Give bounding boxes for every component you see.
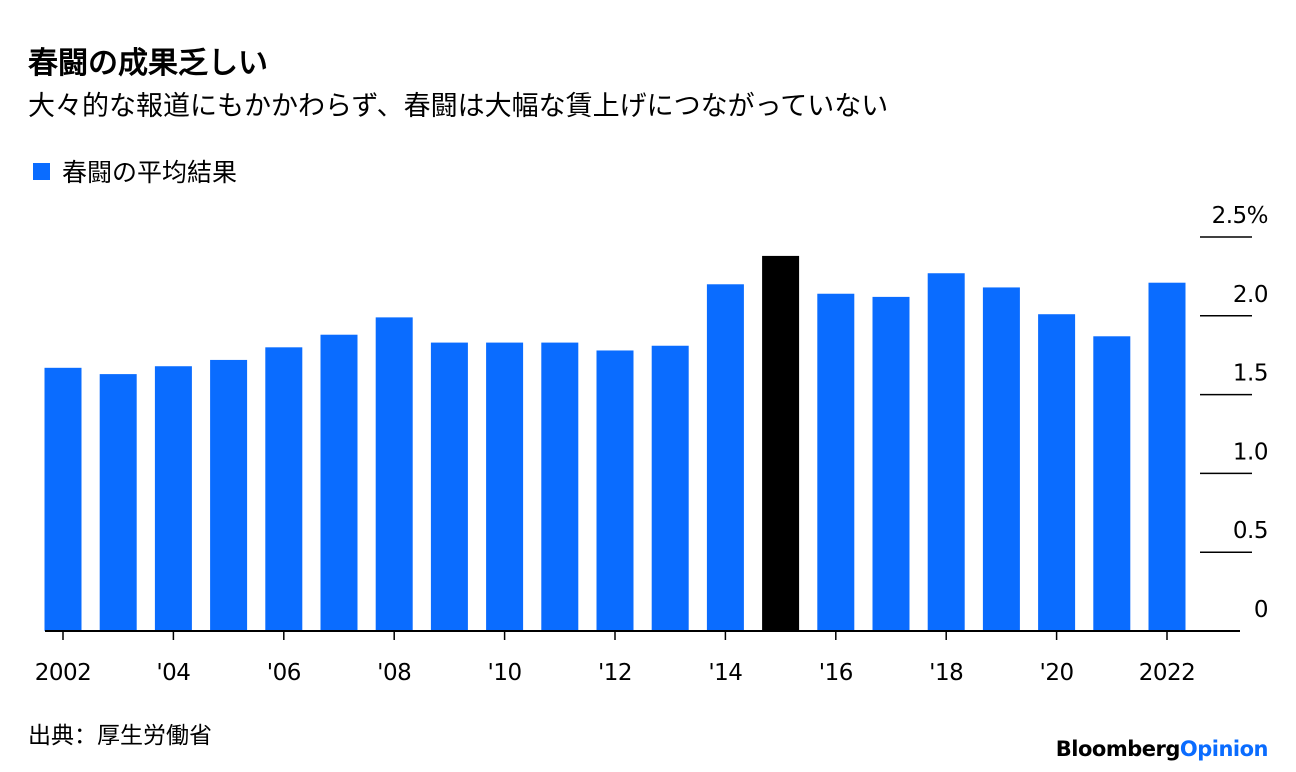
bar bbox=[265, 347, 303, 631]
y-tick-label: 0.5 bbox=[1233, 518, 1268, 544]
bar bbox=[375, 317, 413, 631]
bar bbox=[1093, 336, 1131, 631]
y-tick-label: 1.5 bbox=[1233, 361, 1268, 387]
bar bbox=[154, 366, 192, 631]
bar bbox=[210, 359, 248, 631]
bar bbox=[762, 255, 800, 632]
bar bbox=[706, 284, 744, 631]
chart-title: 春闘の成果乏しい bbox=[28, 46, 268, 81]
x-tick-label: '10 bbox=[488, 660, 522, 686]
source: 出典：厚生労働省 bbox=[28, 723, 212, 749]
legend-label: 春闘の平均結果 bbox=[62, 158, 237, 187]
x-tick-label: '04 bbox=[156, 660, 190, 686]
bar bbox=[430, 342, 468, 631]
bar bbox=[1148, 282, 1186, 631]
bar bbox=[486, 342, 524, 631]
bar bbox=[817, 293, 855, 631]
x-tick-label: '16 bbox=[819, 660, 853, 686]
y-tick-label: 2.5% bbox=[1212, 203, 1268, 229]
bar bbox=[982, 287, 1020, 631]
x-tick-label: '18 bbox=[929, 660, 963, 686]
logo-bloomberg: Bloomberg bbox=[1056, 737, 1180, 761]
x-tick-label: '12 bbox=[598, 660, 632, 686]
bar bbox=[541, 342, 579, 631]
chart-subtitle: 大々的な報道にもかかわらず、春闘は大幅な賃上げにつながっていない bbox=[28, 91, 888, 122]
bar bbox=[927, 273, 965, 631]
bar bbox=[651, 345, 689, 631]
bar bbox=[320, 334, 358, 631]
legend-swatch bbox=[33, 163, 50, 180]
x-tick-label: 2022 bbox=[1139, 660, 1196, 686]
x-tick-label: '20 bbox=[1040, 660, 1074, 686]
logo: BloombergOpinion bbox=[1056, 737, 1268, 761]
y-tick-label: 0 bbox=[1254, 597, 1268, 623]
bar bbox=[872, 296, 910, 631]
bar bbox=[99, 374, 137, 631]
x-tick-label: '14 bbox=[708, 660, 742, 686]
y-tick-label: 2.0 bbox=[1233, 282, 1268, 308]
y-tick-label: 1.0 bbox=[1233, 439, 1268, 465]
bar bbox=[1038, 314, 1076, 631]
x-tick-label: '08 bbox=[377, 660, 411, 686]
bar bbox=[596, 350, 634, 631]
x-tick-label: 2002 bbox=[35, 660, 92, 686]
logo-opinion: Opinion bbox=[1180, 737, 1268, 761]
x-tick-label: '06 bbox=[267, 660, 301, 686]
bar bbox=[44, 367, 82, 631]
